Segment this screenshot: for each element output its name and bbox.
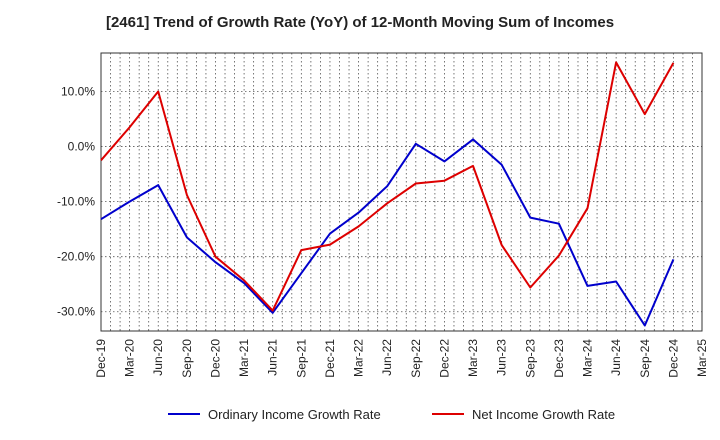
x-tick-label: Dec-22 [437, 339, 451, 378]
x-tick-label: Sep-22 [409, 339, 423, 378]
chart-title: [2461] Trend of Growth Rate (YoY) of 12-… [105, 14, 615, 31]
x-tick-label: Sep-24 [638, 339, 652, 378]
x-tick-label: Dec-19 [94, 339, 108, 378]
x-tick-label: Mar-24 [581, 339, 595, 377]
x-tick-label: Mar-23 [466, 339, 480, 377]
x-tick-label: Sep-20 [180, 339, 194, 378]
x-tick-label: Dec-24 [666, 339, 680, 378]
x-tick-label: Dec-20 [208, 339, 222, 378]
series-line-2 [100, 61, 675, 312]
x-tick-label: Dec-23 [552, 339, 566, 378]
y-tick-label: -30.0% [57, 305, 95, 319]
plot-background [101, 53, 702, 331]
x-tick-label: Sep-21 [294, 339, 308, 378]
y-tick-label: -20.0% [57, 250, 95, 264]
x-tick-label: Mar-20 [123, 339, 137, 377]
x-tick-label: Mar-25 [695, 339, 709, 377]
x-tick-label: Jun-23 [495, 339, 509, 376]
x-tick-label: Jun-24 [609, 339, 623, 376]
x-tick-label: Jun-22 [380, 339, 394, 376]
series-line-1 [100, 138, 675, 327]
x-tick-label: Jun-21 [266, 339, 280, 376]
legend-label: Ordinary Income Growth Rate [208, 407, 381, 422]
y-tick-label: 0.0% [68, 140, 96, 154]
legend-label: Net Income Growth Rate [472, 407, 615, 422]
x-tick-label: Dec-21 [323, 339, 337, 378]
x-tick-label: Mar-21 [237, 339, 251, 377]
y-tick-label: -10.0% [57, 195, 95, 209]
x-tick-label: Jun-20 [151, 339, 165, 376]
y-tick-label: 10.0% [61, 85, 95, 99]
plot-border [100, 52, 703, 332]
x-tick-label: Sep-23 [523, 339, 537, 378]
x-tick-label: Mar-22 [352, 339, 366, 377]
